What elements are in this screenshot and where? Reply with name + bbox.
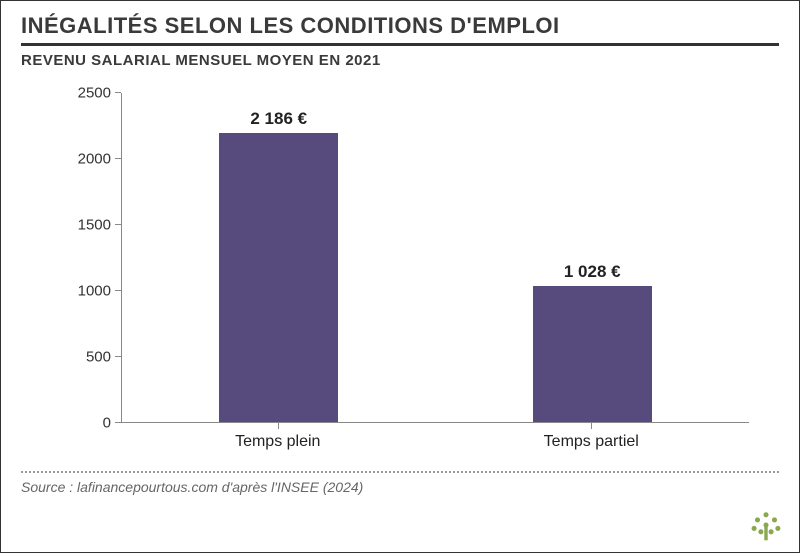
source-text: Source : lafinancepourtous.com d'après l…: [1, 473, 799, 495]
bar-value-label: 2 186 €: [219, 109, 338, 129]
y-tick-label: 2000: [41, 151, 111, 168]
y-tick-label: 2500: [41, 85, 111, 102]
bar: 2 186 €: [219, 133, 338, 422]
bar: 1 028 €: [533, 286, 652, 422]
x-tick-mark: [591, 423, 592, 429]
bar-chart: 2 186 € 1 028 € 0 500 1000 1500 2000 2500 Temps…: [41, 83, 759, 463]
y-tick-mark: [115, 290, 121, 291]
y-tick-mark: [115, 422, 121, 423]
y-tick-label: 1000: [41, 283, 111, 300]
x-category-label: Temps partiel: [531, 433, 651, 451]
brand-logo-icon: [749, 508, 783, 542]
y-tick-mark: [115, 224, 121, 225]
y-tick-label: 1500: [41, 217, 111, 234]
chart-title: INÉGALITÉS SELON LES CONDITIONS D'EMPLOI: [21, 13, 779, 39]
bar-value-label: 1 028 €: [533, 262, 652, 282]
x-tick-mark: [278, 423, 279, 429]
y-tick-label: 0: [41, 415, 111, 432]
y-tick-mark: [115, 92, 121, 93]
chart-subtitle: REVENU SALARIAL MENSUEL MOYEN EN 2021: [1, 46, 799, 69]
y-tick-mark: [115, 158, 121, 159]
x-category-label: Temps plein: [218, 433, 338, 451]
y-tick-mark: [115, 356, 121, 357]
y-tick-label: 500: [41, 349, 111, 366]
